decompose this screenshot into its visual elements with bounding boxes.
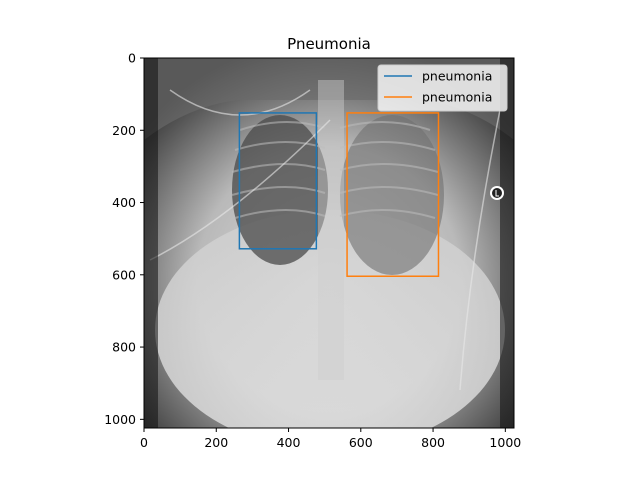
bounding-box-2: [346, 112, 440, 277]
y-tick-label: 400: [112, 195, 136, 210]
y-tick-label: 600: [112, 267, 136, 282]
bounding-boxes: [238, 112, 440, 277]
x-tick-label: 600: [349, 435, 373, 450]
axes-frame: [143, 57, 515, 429]
x-tick-label: 1000: [489, 435, 521, 450]
legend-label-2: pneumonia: [422, 90, 492, 105]
x-tick-label: 200: [204, 435, 228, 450]
y-tick-label: 200: [112, 123, 136, 138]
x-tick-label: 0: [140, 435, 148, 450]
y-tick-label: 0: [128, 51, 136, 66]
bounding-box-1: [238, 112, 318, 250]
x-tick-label: 400: [277, 435, 301, 450]
xray-image: [144, 58, 514, 428]
y-axis-ticks: 0 200 400 600 800 1000: [104, 51, 144, 427]
y-tick-label: 1000: [104, 412, 136, 427]
y-tick-label: 800: [112, 340, 136, 355]
legend: pneumonia pneumonia: [377, 64, 508, 112]
legend-label-1: pneumonia: [422, 69, 492, 84]
chart-title: Pneumonia: [287, 35, 371, 53]
x-tick-label: 800: [421, 435, 445, 450]
x-axis-ticks: 0 200 400 600 800 1000: [140, 428, 521, 450]
